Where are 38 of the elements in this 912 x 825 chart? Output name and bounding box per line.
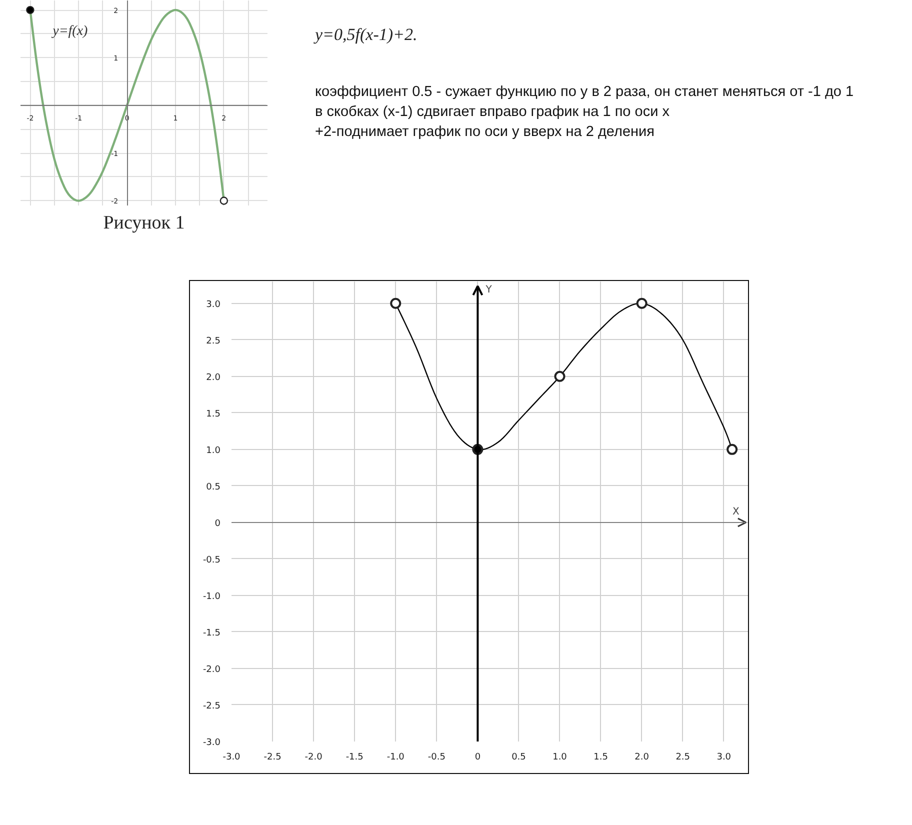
x-tick-label: 1.5 [594,752,608,762]
point [636,298,648,309]
x-tick-label: 2.5 [676,752,690,762]
x-tick-label: 2.0 [634,752,650,762]
x-tick-label: -0.5 [428,752,446,762]
point [726,444,738,455]
y-tick-label: 2.5 [206,336,221,346]
y-tick-label: 0.5 [206,482,221,492]
y-tick-label: 1.5 [206,409,221,420]
x-tick-label: -3.0 [222,752,241,762]
y-tick-label: 3.0 [206,300,221,310]
y-tick-label: 2.0 [206,372,221,383]
point [554,370,566,382]
x-tick-label: 0.5 [512,752,526,762]
y-axis-title: Y [484,284,493,296]
y-tick-label: -2.5 [202,701,220,712]
text: коэффициент 0.5 - сужает функцию по у в 2 раза, он станет меняться от -1 до 1 [315,84,854,100]
y-tick-label: -3.0 [202,738,221,748]
y-tick-label: -0.5 [202,555,220,566]
x-tick-label: 1.0 [552,752,568,762]
text: Рисунок 1 [103,212,185,234]
x-tick-label: -1.5 [346,752,364,762]
y-tick-label: 0 [214,518,221,529]
text: в скобках (х-1) сдвигает вправо график на 1 по оси х [315,104,670,120]
y-tick-label: -2.0 [202,664,221,675]
series-label: y=f(x) [50,24,88,39]
y-tick-label: -1.5 [202,628,220,638]
x-axis-title: X [732,506,740,518]
x-tick-label: 0 [474,752,481,762]
y-tick-label: -1.0 [202,592,221,602]
x-tick-label: 3.0 [716,752,732,762]
point [390,298,402,309]
text: +2-поднимает график по оси у вверх на 2 деления [315,124,655,140]
x-tick-label: -2.5 [264,752,282,762]
y-tick-label: 1.0 [206,446,221,456]
x-tick-label: -2.0 [304,752,323,762]
chart-title: y=0,5f(x-1)+2. [315,24,418,46]
x-tick-label: -1.0 [386,752,405,762]
